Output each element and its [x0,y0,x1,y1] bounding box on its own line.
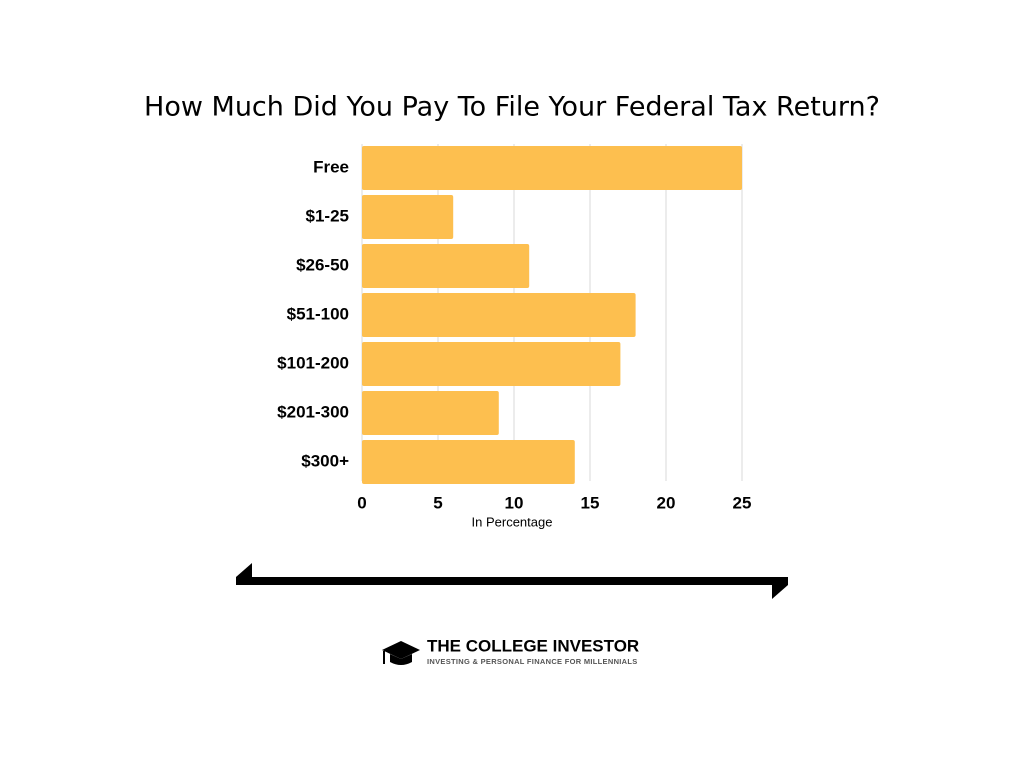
y-tick-label: $201-300 [277,402,349,421]
logo-name: THE COLLEGE INVESTOR [427,636,639,655]
logo: THE COLLEGE INVESTOR INVESTING & PERSONA… [382,636,639,666]
x-tick-label: 25 [733,493,752,512]
x-tick-label: 0 [357,493,366,512]
bar [362,195,454,239]
y-tick-label: $300+ [301,451,349,470]
decorative-arrow [236,563,788,599]
y-tick-label: Free [313,157,349,176]
x-tick-label: 5 [433,493,442,512]
x-tick-label: 15 [581,493,600,512]
x-tick-label: 10 [505,493,524,512]
bar [362,146,742,190]
chart-title: How Much Did You Pay To File Your Federa… [144,92,880,123]
bar [362,440,575,484]
logo-tagline: INVESTING & PERSONAL FINANCE FOR MILLENN… [427,657,638,666]
x-tick-label: 20 [657,493,676,512]
bar [362,244,530,288]
bar [362,342,621,386]
bar [362,293,636,337]
x-axis-label: In Percentage [472,514,553,529]
y-tick-label: $101-200 [277,353,349,372]
y-tick-label: $1-25 [306,206,349,225]
bar [362,391,499,435]
y-tick-label: $51-100 [287,304,349,323]
y-tick-label: $26-50 [296,255,349,274]
